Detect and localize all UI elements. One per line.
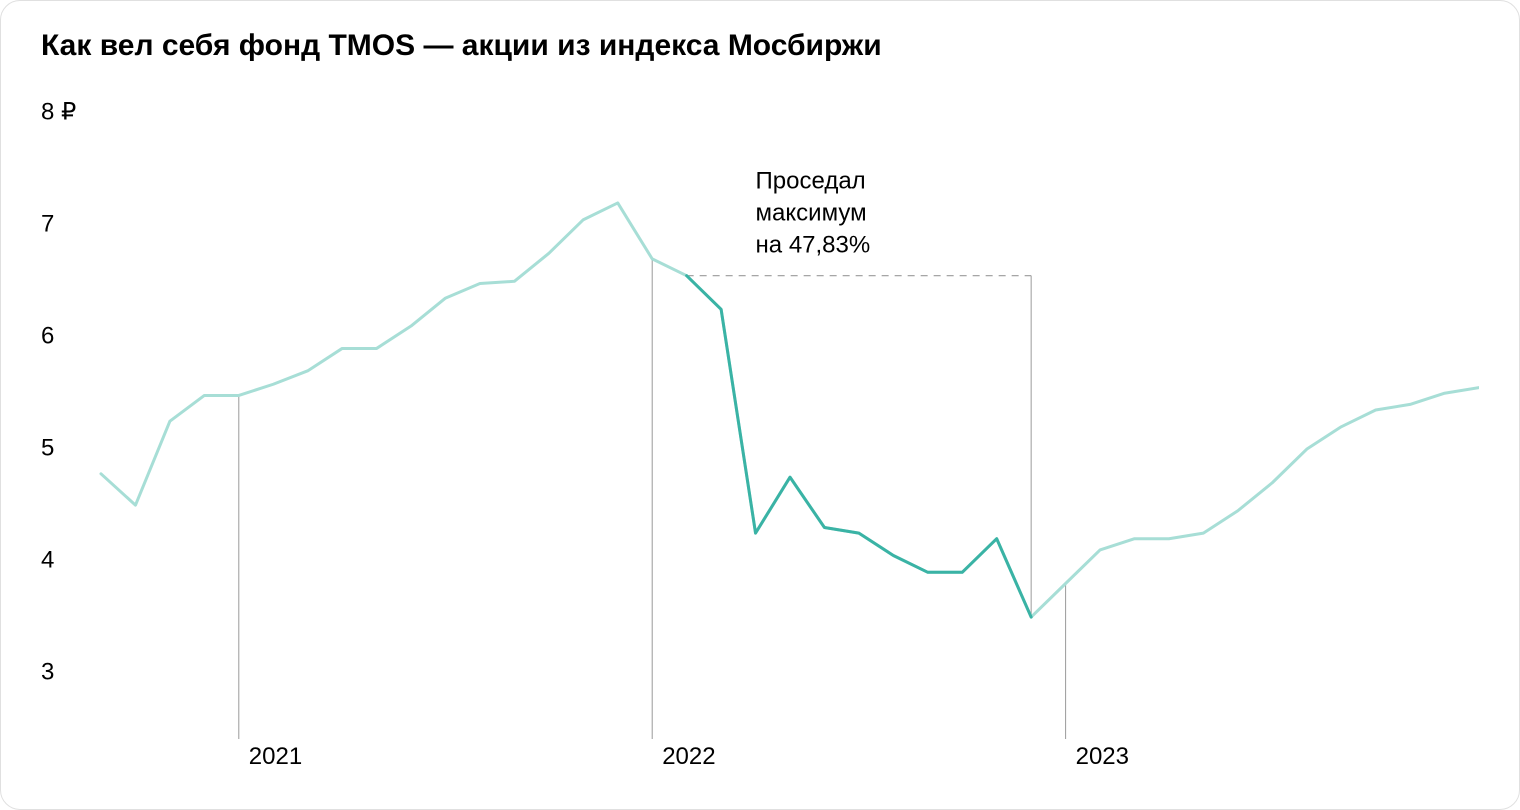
annotation-text-line: максимум [756, 199, 867, 226]
annotation-text-line: Проседал [756, 167, 866, 194]
y-tick-label: 7 [41, 211, 54, 238]
x-tick-label: 2021 [249, 743, 302, 770]
chart-plot-area: 3 4 5 6 7 8 ₽ 2021 2022 2023 Проседал максимум на 4… [41, 81, 1479, 789]
y-tick-label: 8 ₽ [41, 99, 76, 126]
chart-card: Как вел себя фонд TMOS — акции из индекс… [0, 0, 1520, 810]
x-tick-label: 2023 [1076, 743, 1129, 770]
chart-title: Как вел себя фонд TMOS — акции из индекс… [41, 29, 1479, 63]
y-tick-label: 4 [41, 546, 54, 573]
line-chart-svg: 3 4 5 6 7 8 ₽ 2021 2022 2023 Проседал максимум на 4… [41, 81, 1479, 789]
y-tick-label: 3 [41, 658, 54, 685]
annotation-text-line: на 47,83% [756, 231, 871, 258]
y-tick-label: 6 [41, 323, 54, 350]
series-line [101, 203, 1479, 617]
y-tick-label: 5 [41, 435, 54, 462]
x-tick-label: 2022 [662, 743, 715, 770]
series-line-highlight [687, 276, 1032, 617]
